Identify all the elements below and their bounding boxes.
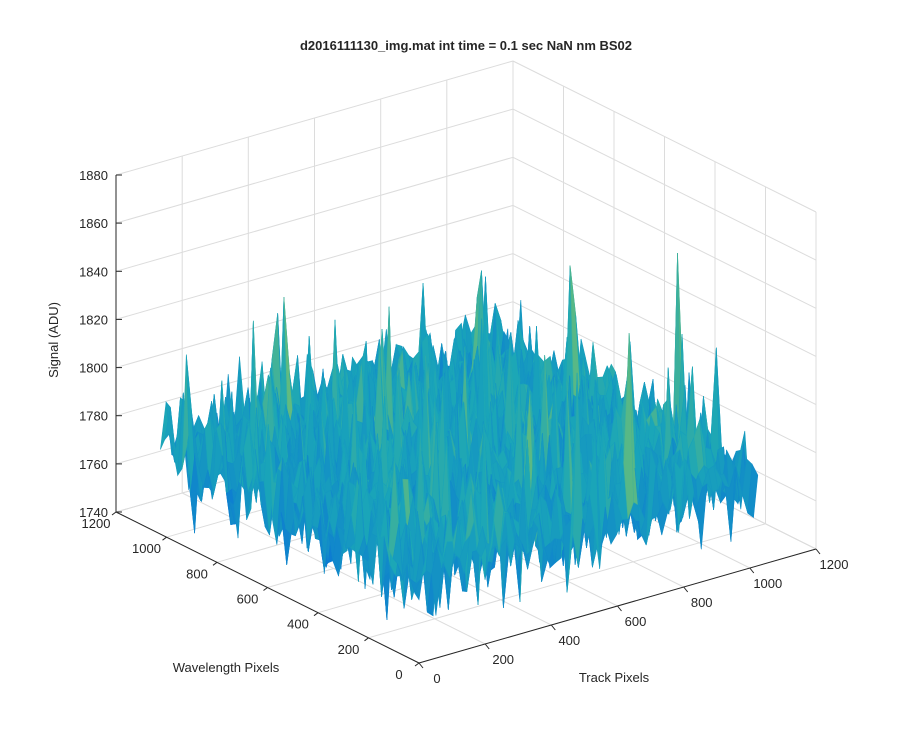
tick-labels: 0 200 400 600 800 1000 1200 0 200 400 600 800 1000 12…	[79, 168, 848, 686]
surface-patch	[747, 463, 759, 518]
x-tick-label: 200	[492, 652, 514, 667]
x-tick	[749, 567, 755, 574]
x-tick	[815, 548, 821, 555]
y-tick-label: 800	[186, 566, 208, 581]
z-tick-label: 1800	[79, 361, 108, 376]
grid-right-z	[512, 108, 817, 261]
grid-right-z	[512, 301, 817, 454]
grid-back-z	[115, 60, 514, 176]
y-tick-label: 1200	[82, 516, 111, 531]
y-tick	[212, 561, 218, 566]
x-tick	[484, 643, 490, 650]
grid-back-z	[115, 253, 514, 369]
y-tick	[364, 637, 369, 642]
z-tick-label: 1780	[79, 409, 108, 424]
grid-right-z	[512, 253, 817, 406]
y-axis-label: Wavelength Pixels	[173, 660, 280, 675]
grid-back-z	[115, 156, 514, 272]
grid-back-z	[115, 108, 514, 224]
z-axis-label: Signal (ADU)	[46, 302, 61, 378]
y-tick-label: 200	[338, 642, 360, 657]
z-tick-label: 1840	[79, 264, 108, 279]
surface-data	[160, 252, 759, 621]
y-tick	[313, 612, 319, 617]
z-tick-label: 1820	[79, 312, 108, 327]
grid-right-z	[512, 60, 817, 213]
x-tick-label: 1200	[820, 557, 849, 572]
grid-right-z	[512, 156, 817, 309]
y-tick	[263, 587, 268, 591]
x-axis-label: Track Pixels	[579, 670, 650, 685]
z-tick-label: 1740	[79, 505, 108, 520]
z-tick-label: 1880	[79, 168, 108, 183]
x-tick-label: 400	[558, 633, 580, 648]
x-tick-label: 600	[625, 614, 647, 629]
y-tick	[414, 662, 420, 667]
x-tick-label: 0	[433, 671, 440, 686]
x-tick-label: 800	[691, 595, 713, 610]
x-tick	[617, 605, 622, 612]
z-tick-label: 1860	[79, 216, 108, 231]
x-tick	[683, 586, 689, 593]
axes	[111, 174, 821, 669]
grid-back-z	[115, 204, 514, 320]
y-tick-label: 400	[287, 617, 309, 632]
grid-back-z	[115, 301, 514, 417]
chart-title: d2016111130_img.mat int time = 0.1 sec N…	[300, 38, 632, 53]
y-tick-label: 0	[395, 667, 402, 682]
x-tick-label: 1000	[753, 576, 782, 591]
x-tick	[550, 624, 556, 631]
x-tick	[418, 662, 424, 669]
y-tick-label: 600	[237, 592, 259, 607]
grid-right-z	[512, 204, 817, 357]
z-tick-label: 1760	[79, 457, 108, 472]
y-tick	[111, 511, 117, 516]
y-tick-label: 1000	[132, 541, 161, 556]
y-tick	[162, 536, 167, 541]
